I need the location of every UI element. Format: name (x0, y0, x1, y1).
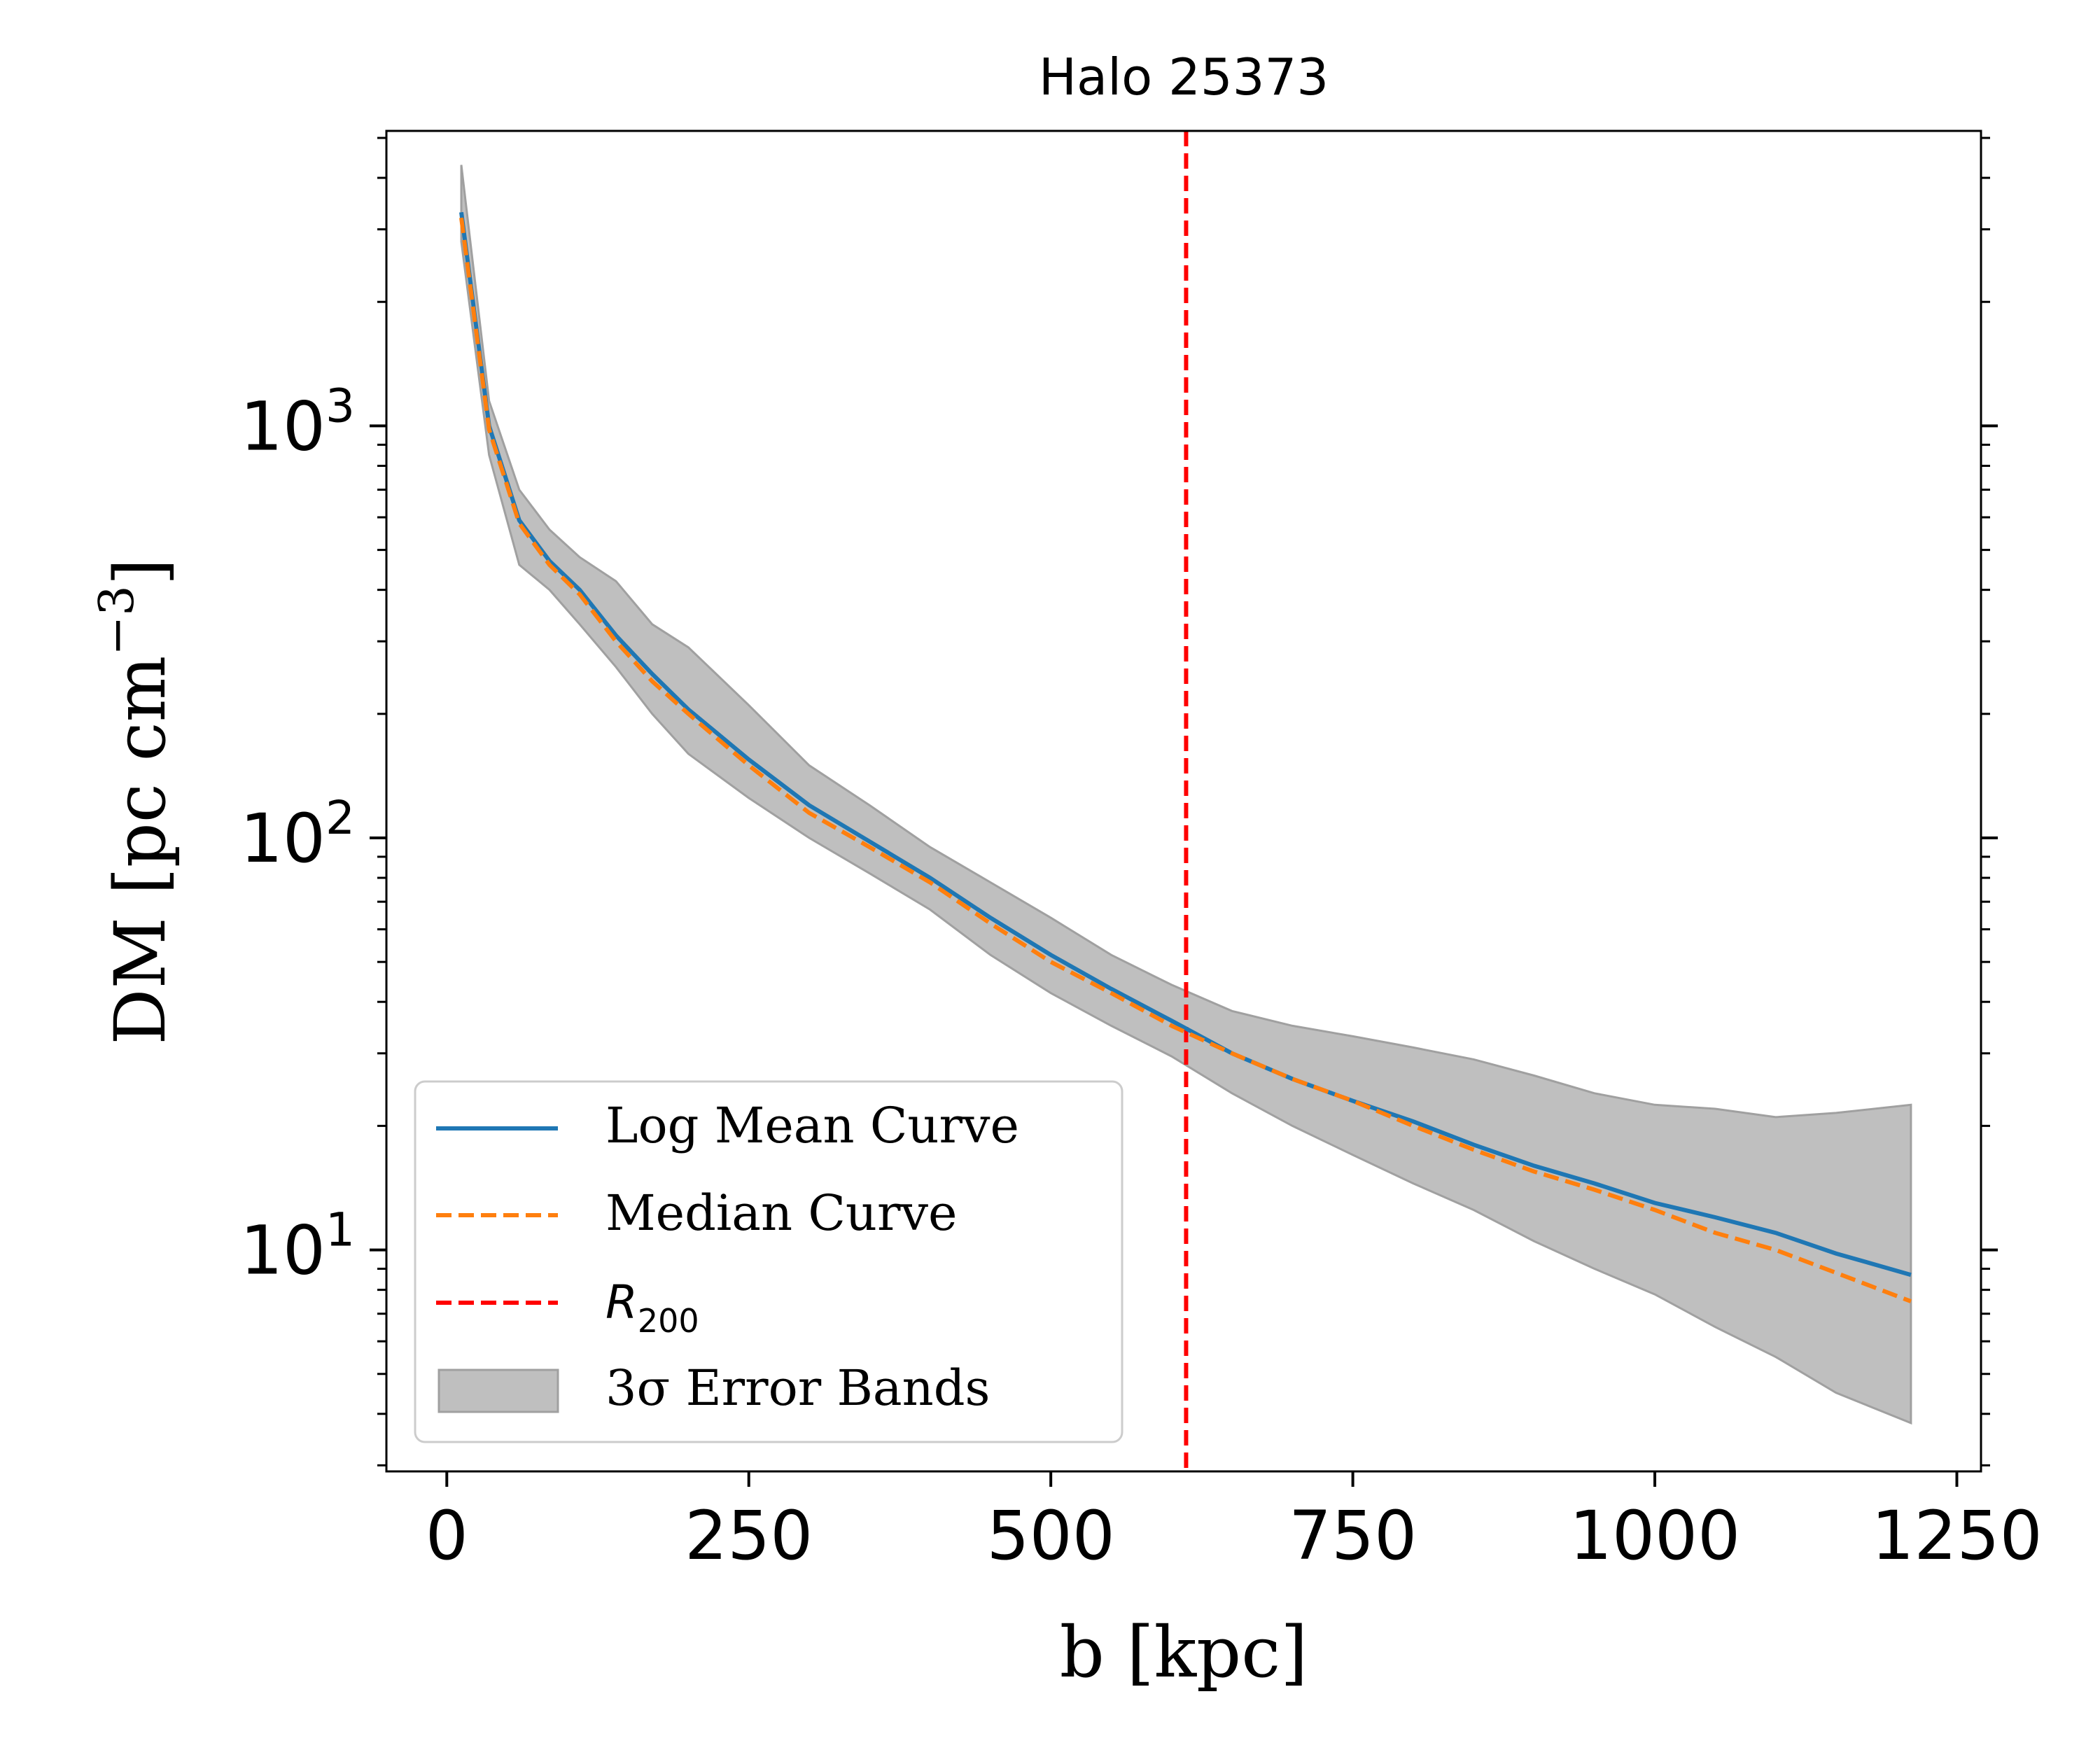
legend: Log Mean Curve Median Curve R200 3σ Erro… (414, 1080, 1124, 1443)
y-axis-label-end: ] (99, 558, 181, 585)
legend-label-error-band: 3σ Error Bands (606, 1359, 990, 1417)
plot-frame (385, 130, 1982, 1473)
x-tick-label: 250 (685, 1497, 813, 1575)
x-axis-label: b [kpc] (1060, 1611, 1308, 1693)
log-mean-curve-line (459, 211, 1912, 1278)
x-tick-label: 0 (426, 1497, 468, 1575)
y-tick-label: 102 (240, 791, 355, 878)
x-tick-label: 750 (1289, 1497, 1417, 1575)
y-axis-label-exponent: −3 (90, 585, 145, 655)
median-curve-line (459, 217, 1912, 1303)
legend-label-median: Median Curve (606, 1184, 957, 1242)
y-axis-label-main: DM [pc cm (99, 656, 181, 1045)
legend-label-log-mean: Log Mean Curve (606, 1097, 1019, 1154)
x-axis-ticks: 0 250 500 750 1000 1250 (426, 1471, 2043, 1575)
legend-label-r200: R200 (606, 1275, 699, 1340)
y-axis-label: DM [pc cm−3] (90, 558, 181, 1044)
y-axis-ticks: 101 102 103 (240, 136, 1998, 1466)
plot-area (459, 131, 1912, 1471)
chart-title: Halo 25373 (1039, 48, 1329, 106)
legend-swatch-error-band (438, 1368, 559, 1413)
error-band (460, 164, 1912, 1425)
legend-box (414, 1080, 1124, 1443)
x-tick-label: 1250 (1871, 1497, 2042, 1575)
y-tick-label: 103 (240, 379, 355, 465)
legend-label-r200-main: R (606, 1275, 638, 1329)
legend-label-r200-subscript: 200 (638, 1302, 699, 1340)
x-tick-label: 1000 (1569, 1497, 1740, 1575)
x-tick-label: 500 (987, 1497, 1115, 1575)
y-tick-label: 101 (240, 1203, 355, 1290)
